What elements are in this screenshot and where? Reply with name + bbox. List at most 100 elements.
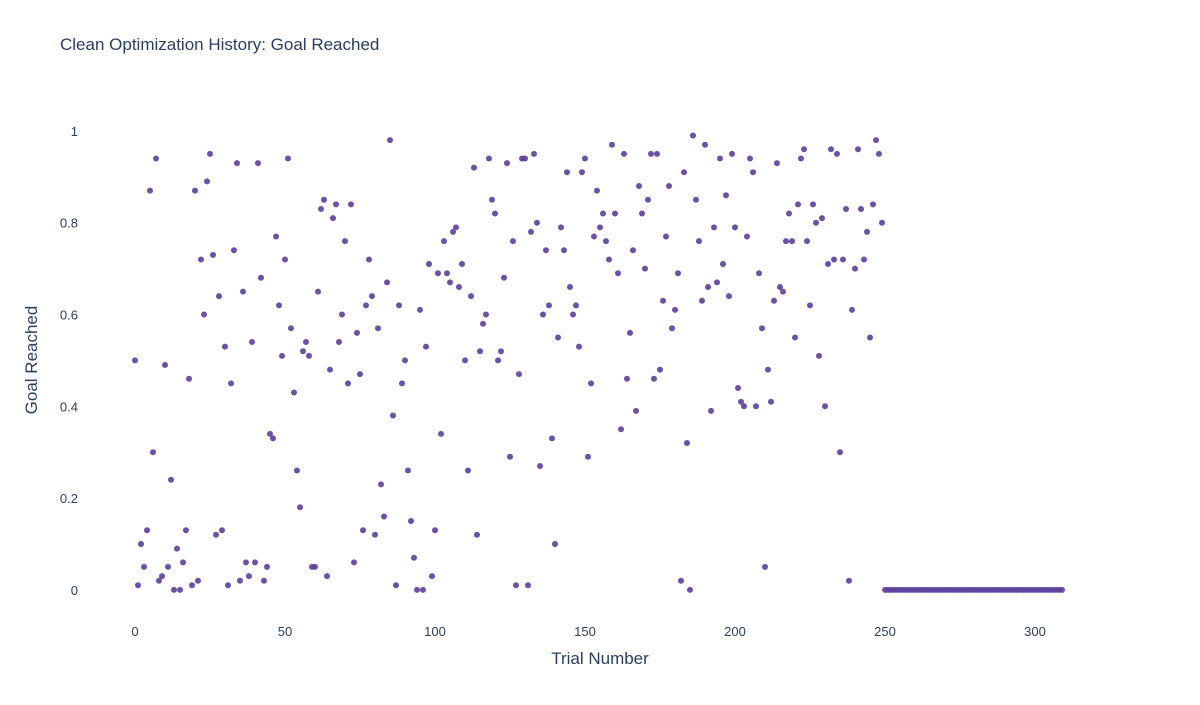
data-point [774, 160, 780, 167]
data-point [471, 164, 477, 171]
data-point [351, 559, 357, 566]
x-tick-label: 200 [724, 624, 746, 639]
data-point [588, 380, 594, 387]
data-point [747, 155, 753, 162]
data-point [378, 481, 384, 488]
data-point [372, 531, 378, 538]
data-point [177, 586, 183, 593]
data-point [666, 183, 672, 190]
data-point [822, 403, 828, 410]
data-point [219, 527, 225, 534]
y-tick-label: 1 [71, 124, 78, 139]
data-point [399, 380, 405, 387]
data-point [204, 178, 210, 185]
y-axis-title: Goal Reached [22, 306, 41, 415]
data-point [648, 150, 654, 157]
data-point [690, 132, 696, 139]
data-point [669, 325, 675, 332]
data-point [168, 476, 174, 483]
data-point [246, 573, 252, 580]
data-point [621, 150, 627, 157]
data-point [207, 150, 213, 157]
data-point [396, 302, 402, 309]
data-point [570, 311, 576, 318]
data-point [174, 545, 180, 552]
data-point [636, 183, 642, 190]
data-point [771, 297, 777, 304]
data-point [582, 155, 588, 162]
data-point [441, 238, 447, 245]
data-point [546, 302, 552, 309]
data-point [525, 582, 531, 589]
data-point [153, 155, 159, 162]
data-point [141, 563, 147, 570]
data-point [684, 440, 690, 447]
data-point [741, 403, 747, 410]
data-point [255, 160, 261, 167]
data-point [300, 348, 306, 355]
data-point [615, 270, 621, 277]
data-point [414, 586, 420, 593]
data-point [564, 169, 570, 176]
y-tick-label: 0.2 [60, 491, 78, 506]
data-point [630, 247, 636, 254]
data-point [825, 261, 831, 268]
data-point [576, 343, 582, 350]
data-point [423, 343, 429, 350]
data-point [216, 293, 222, 300]
x-tick-label: 100 [424, 624, 446, 639]
data-point [738, 398, 744, 405]
data-point [810, 201, 816, 208]
data-point [252, 559, 258, 566]
data-point [876, 150, 882, 157]
data-point [318, 205, 324, 212]
data-point [711, 224, 717, 231]
y-axis: 0 0.2 0.4 0.6 0.8 1 [60, 124, 78, 598]
data-point [201, 311, 207, 318]
x-tick-label: 150 [574, 624, 596, 639]
data-point [846, 577, 852, 584]
data-point [183, 527, 189, 534]
data-point [531, 150, 537, 157]
data-point [261, 577, 267, 584]
data-point [159, 573, 165, 580]
data-point [591, 233, 597, 240]
data-point [600, 210, 606, 217]
data-point [294, 467, 300, 474]
data-point [555, 334, 561, 341]
y-tick-label: 0.4 [60, 399, 78, 414]
data-point [504, 160, 510, 167]
data-point [222, 343, 228, 350]
data-point [435, 270, 441, 277]
data-point [465, 467, 471, 474]
data-point [363, 302, 369, 309]
data-point [327, 366, 333, 373]
data-point [1059, 586, 1065, 593]
data-point [594, 187, 600, 194]
data-point [714, 279, 720, 286]
x-tick-label: 0 [131, 624, 138, 639]
data-point [249, 339, 255, 346]
data-point [477, 348, 483, 355]
data-point [450, 228, 456, 235]
data-point [789, 238, 795, 245]
data-point [609, 141, 615, 148]
data-point [336, 339, 342, 346]
data-point [162, 362, 168, 368]
data-point [795, 201, 801, 208]
y-tick-label: 0.8 [60, 216, 78, 231]
data-point [189, 582, 195, 589]
data-point [516, 371, 522, 378]
data-point [354, 329, 360, 336]
data-point [654, 150, 660, 157]
y-tick-label: 0 [71, 583, 78, 598]
data-point [375, 325, 381, 332]
data-point [879, 219, 885, 226]
data-point [870, 201, 876, 208]
data-point [807, 302, 813, 309]
data-point [798, 155, 804, 162]
data-point [585, 453, 591, 460]
data-point [528, 228, 534, 235]
data-point [330, 215, 336, 222]
